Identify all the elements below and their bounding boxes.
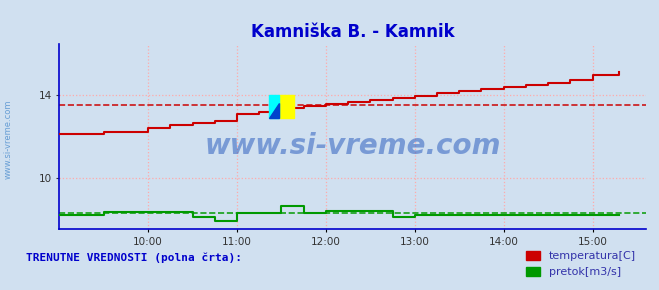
- Polygon shape: [270, 103, 279, 118]
- Title: Kamniška B. - Kamnik: Kamniška B. - Kamnik: [251, 23, 454, 41]
- Bar: [279, 95, 294, 118]
- Polygon shape: [270, 95, 279, 118]
- Legend: temperatura[C], pretok[m3/s]: temperatura[C], pretok[m3/s]: [522, 246, 641, 282]
- Text: www.si-vreme.com: www.si-vreme.com: [3, 99, 13, 179]
- Text: TRENUTNE VREDNOSTI (polna črta):: TRENUTNE VREDNOSTI (polna črta):: [26, 252, 243, 263]
- Text: www.si-vreme.com: www.si-vreme.com: [204, 132, 501, 160]
